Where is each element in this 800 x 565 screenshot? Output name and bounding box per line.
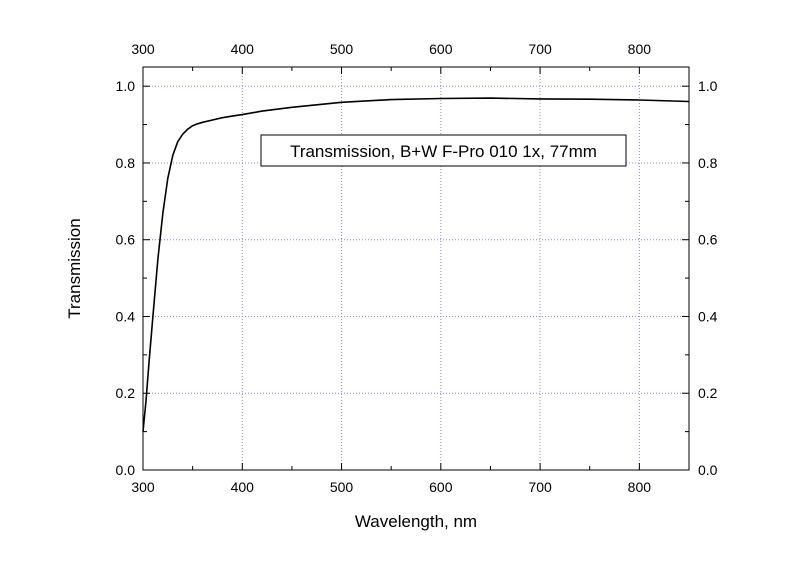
x-tick-label-top: 300: [131, 41, 155, 57]
y-tick-label-left: 0.2: [116, 385, 136, 401]
y-axis-title: Transmission: [65, 218, 84, 318]
x-tick-label-bottom: 400: [231, 479, 255, 495]
x-tick-label-bottom: 300: [131, 479, 155, 495]
x-axis-title: Wavelength, nm: [355, 512, 477, 531]
annotation-text: Transmission, B+W F-Pro 010 1x, 77mm: [290, 142, 597, 161]
y-tick-label-right: 0.4: [698, 308, 718, 324]
x-tick-label-bottom: 700: [528, 479, 552, 495]
y-tick-label-left: 0.6: [116, 232, 136, 248]
x-tick-label-bottom: 500: [330, 479, 354, 495]
annotation-frame: [260, 134, 627, 167]
y-tick-label-right: 0.2: [698, 385, 718, 401]
tick-labels: 300 300 400 400 500 500 600 600 700 700 800 800 0.0 0…: [116, 41, 718, 495]
x-tick-label-top: 700: [528, 41, 552, 57]
x-tick-label-top: 600: [429, 41, 453, 57]
y-tick-label-right: 0.0: [698, 462, 718, 478]
y-tick-label-left: 1.0: [116, 78, 136, 94]
grid-lines: [143, 67, 689, 470]
transmission-series-line: [142, 97, 690, 432]
x-tick-label-top: 800: [628, 41, 652, 57]
x-tick-label-top: 500: [330, 41, 354, 57]
x-tick-label-bottom: 800: [628, 479, 652, 495]
y-tick-label-right: 0.6: [698, 232, 718, 248]
axis-ticks: [142, 67, 689, 471]
y-tick-label-left: 0.4: [116, 308, 136, 324]
y-tick-label-left: 0.8: [116, 155, 136, 171]
x-tick-label-top: 400: [231, 41, 255, 57]
x-tick-label-bottom: 600: [429, 479, 453, 495]
series-layer: [142, 97, 690, 432]
y-tick-label-right: 0.8: [698, 155, 718, 171]
annotation-box: Transmission, B+W F-Pro 010 1x, 77mm: [260, 134, 627, 167]
y-tick-label-left: 0.0: [116, 462, 136, 478]
plot-frame: [142, 66, 690, 471]
y-tick-label-right: 1.0: [698, 78, 718, 94]
